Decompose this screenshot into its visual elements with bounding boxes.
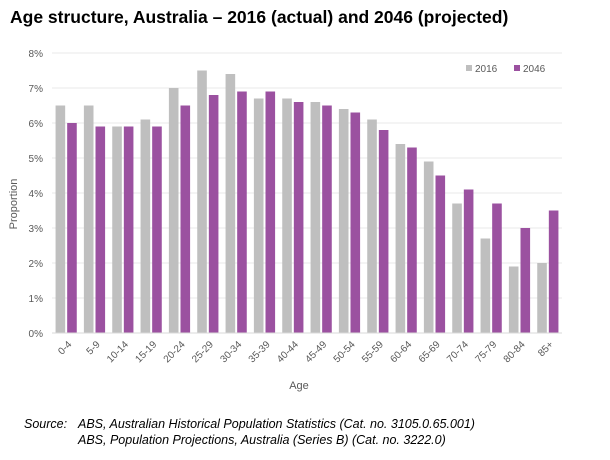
bar-2016-50-54 (338, 109, 349, 333)
bar-2046-60-64 (407, 147, 417, 333)
x-tick-label: 45-49 (303, 339, 329, 365)
x-axis-label: Age (289, 380, 309, 392)
bar-2016-15-19 (140, 119, 151, 333)
bar-2016-70-74 (452, 203, 462, 333)
y-tick-label: 6% (29, 119, 44, 130)
y-tick-label: 7% (29, 84, 44, 95)
y-tick-label: 5% (29, 154, 44, 165)
y-tick-label: 3% (29, 224, 44, 235)
bar-2016-75-79 (480, 238, 491, 333)
bar-2046-45-49 (322, 105, 332, 333)
x-tick-label: 25-29 (190, 339, 216, 365)
x-tick-label: 60-64 (388, 339, 414, 365)
x-tick-label: 40-44 (275, 339, 301, 365)
bar-2046-0-4 (67, 123, 77, 333)
legend-swatch-2046 (514, 65, 520, 71)
bar-2016-80-84 (508, 266, 519, 333)
bar-2046-75-79 (492, 203, 502, 333)
bar-2046-65-69 (435, 175, 446, 333)
x-tick-label: 0-4 (56, 339, 74, 357)
bar-2046-30-34 (237, 91, 247, 333)
x-tick-label: 85+ (536, 339, 556, 359)
y-tick-label: 1% (29, 294, 44, 305)
bars (55, 70, 559, 333)
bar-2016-60-64 (395, 144, 406, 333)
bar-2016-5-9 (83, 105, 94, 333)
bar-2046-5-9 (95, 126, 106, 333)
gridlines (52, 52, 562, 299)
bar-2016-65-69 (423, 161, 434, 333)
bar-2046-70-74 (463, 189, 474, 333)
bar-2046-35-39 (265, 91, 276, 333)
source-label: Source: (24, 417, 68, 431)
x-tick-label: 65-69 (417, 339, 443, 365)
x-tick-label: 15-19 (133, 339, 159, 365)
bar-2046-80-84 (520, 228, 531, 333)
x-tick-label: 80-84 (502, 339, 528, 365)
bar-2016-0-4 (55, 105, 66, 333)
y-axis-label: Proportion (8, 179, 20, 230)
x-tick-label: 10-14 (105, 339, 131, 365)
x-tick-label: 75-79 (473, 339, 499, 365)
bar-2016-35-39 (253, 98, 264, 333)
bar-2016-45-49 (310, 102, 321, 333)
bar-2046-55-59 (378, 130, 389, 333)
bar-2046-40-44 (293, 102, 304, 333)
bar-2016-20-24 (168, 88, 179, 333)
bar-2016-10-14 (112, 126, 122, 333)
x-tick-label: 20-24 (162, 339, 188, 365)
bar-2046-50-54 (350, 112, 361, 333)
y-tick-label: 4% (29, 189, 44, 200)
x-tick-label: 5-9 (85, 339, 103, 357)
legend-label-2016: 2016 (475, 64, 498, 75)
chart-title: Age structure, Australia – 2016 (actual)… (10, 7, 509, 27)
source-line-1: ABS, Australian Historical Population St… (78, 417, 475, 431)
y-tick-label: 8% (29, 49, 44, 60)
bar-2046-25-29 (208, 95, 219, 333)
source-note: Source: ABS, Australian Historical Popula… (24, 416, 475, 448)
x-tick-label: 30-34 (218, 339, 244, 365)
bar-2046-85+ (548, 210, 559, 333)
x-tick-label: 35-39 (247, 339, 273, 365)
bar-2046-15-19 (152, 126, 162, 333)
bar-2016-25-29 (197, 70, 207, 333)
x-tick-label: 50-54 (332, 339, 358, 365)
source-line-2: ABS, Population Projections, Australia (… (78, 433, 446, 447)
bar-2016-85+ (537, 263, 547, 333)
legend-swatch-2016 (466, 65, 472, 71)
bar-2046-20-24 (180, 105, 191, 333)
y-axis-ticks: 0% 1% 2% 3% 4% 5% 6% 7% 8% (29, 49, 44, 340)
legend: 2016 2046 (466, 64, 546, 75)
bar-chart: 0% 1% 2% 3% 4% 5% 6% 7% 8% 0-4 5-9 10-14 15-19 20-24… (8, 49, 562, 392)
x-axis-ticks: 0-4 5-9 10-14 15-19 20-24 25-29 30-34 35-39 40-4… (56, 339, 556, 365)
x-tick-label: 70-74 (445, 339, 471, 365)
y-tick-label: 2% (29, 259, 44, 270)
bar-2016-40-44 (282, 98, 292, 333)
x-tick-label: 55-59 (360, 339, 386, 365)
y-tick-label: 0% (29, 329, 44, 340)
bar-2046-10-14 (123, 126, 134, 333)
bar-2016-55-59 (367, 119, 377, 333)
bar-2016-30-34 (225, 74, 236, 333)
legend-label-2046: 2046 (523, 64, 546, 75)
